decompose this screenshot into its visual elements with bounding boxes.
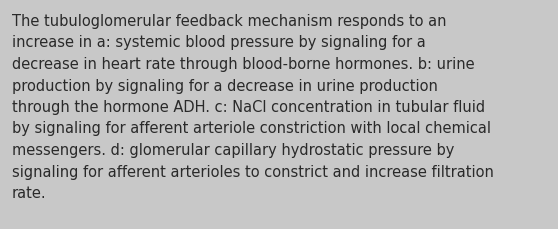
Text: signaling for afferent arterioles to constrict and increase filtration: signaling for afferent arterioles to con… [12, 164, 494, 179]
Text: The tubuloglomerular feedback mechanism responds to an: The tubuloglomerular feedback mechanism … [12, 14, 446, 29]
Text: by signaling for afferent arteriole constriction with local chemical: by signaling for afferent arteriole cons… [12, 121, 491, 136]
Text: decrease in heart rate through blood-borne hormones. b: urine: decrease in heart rate through blood-bor… [12, 57, 475, 72]
Text: messengers. d: glomerular capillary hydrostatic pressure by: messengers. d: glomerular capillary hydr… [12, 142, 454, 157]
Text: rate.: rate. [12, 185, 47, 200]
Text: increase in a: systemic blood pressure by signaling for a: increase in a: systemic blood pressure b… [12, 35, 426, 50]
Text: through the hormone ADH. c: NaCl concentration in tubular fluid: through the hormone ADH. c: NaCl concent… [12, 100, 485, 114]
Text: production by signaling for a decrease in urine production: production by signaling for a decrease i… [12, 78, 438, 93]
